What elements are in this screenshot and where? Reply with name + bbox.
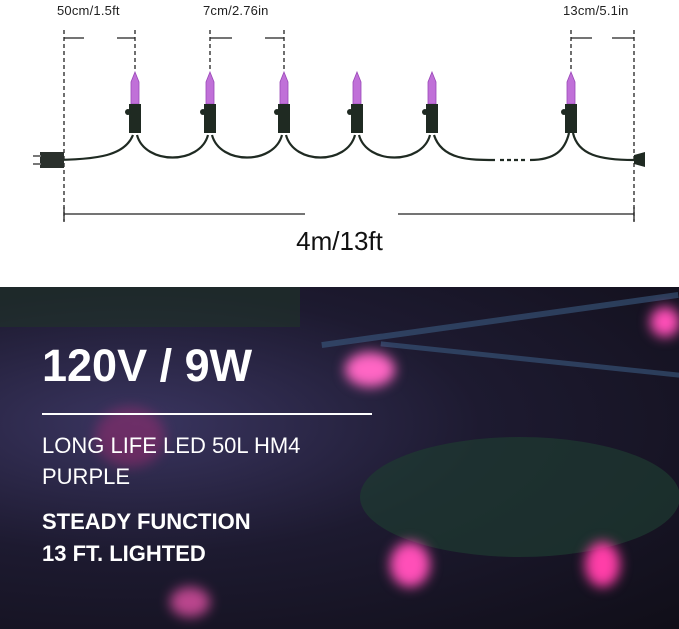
female-plug-icon xyxy=(634,152,645,167)
pine-branch xyxy=(360,437,679,557)
headline-voltage-wattage: 120V / 9W xyxy=(42,340,253,391)
bulb-icon xyxy=(422,70,438,133)
product-photo xyxy=(0,287,679,629)
length-label: 13 FT. LIGHTED xyxy=(42,541,206,566)
lead-spacing-label: 50cm/1.5ft xyxy=(57,3,120,18)
wire xyxy=(380,341,679,378)
light-glow xyxy=(170,587,210,617)
male-plug-icon xyxy=(33,152,64,168)
bulb-icon xyxy=(274,70,290,133)
product-description: LONG LIFE LED 50L HM4 xyxy=(42,433,301,458)
diagram-drawing xyxy=(33,30,645,222)
bulb-spacing-label: 7cm/2.76in xyxy=(203,3,269,18)
light-glow xyxy=(390,542,430,587)
wire xyxy=(321,291,679,349)
light-glow xyxy=(345,352,395,387)
function-label: STEADY FUNCTION xyxy=(42,509,251,534)
light-glow xyxy=(95,407,165,467)
bulbs xyxy=(125,70,577,133)
light-glow xyxy=(585,542,620,587)
bulb-icon xyxy=(347,70,363,133)
bulb-icon xyxy=(200,70,216,133)
divider xyxy=(42,413,372,415)
pine-branch xyxy=(0,287,300,327)
bulb-icon xyxy=(125,70,141,133)
total-length-label: 4m/13ft xyxy=(296,226,383,256)
bulb-icon xyxy=(561,70,577,133)
color-label: PURPLE xyxy=(42,464,131,489)
light-glow xyxy=(650,307,679,337)
cable xyxy=(47,132,635,162)
tail-spacing-label: 13cm/5.1in xyxy=(563,3,629,18)
light-string-diagram: 50cm/1.5ft 7cm/2.76in 13cm/5.1in 4m/13ft xyxy=(0,0,679,287)
